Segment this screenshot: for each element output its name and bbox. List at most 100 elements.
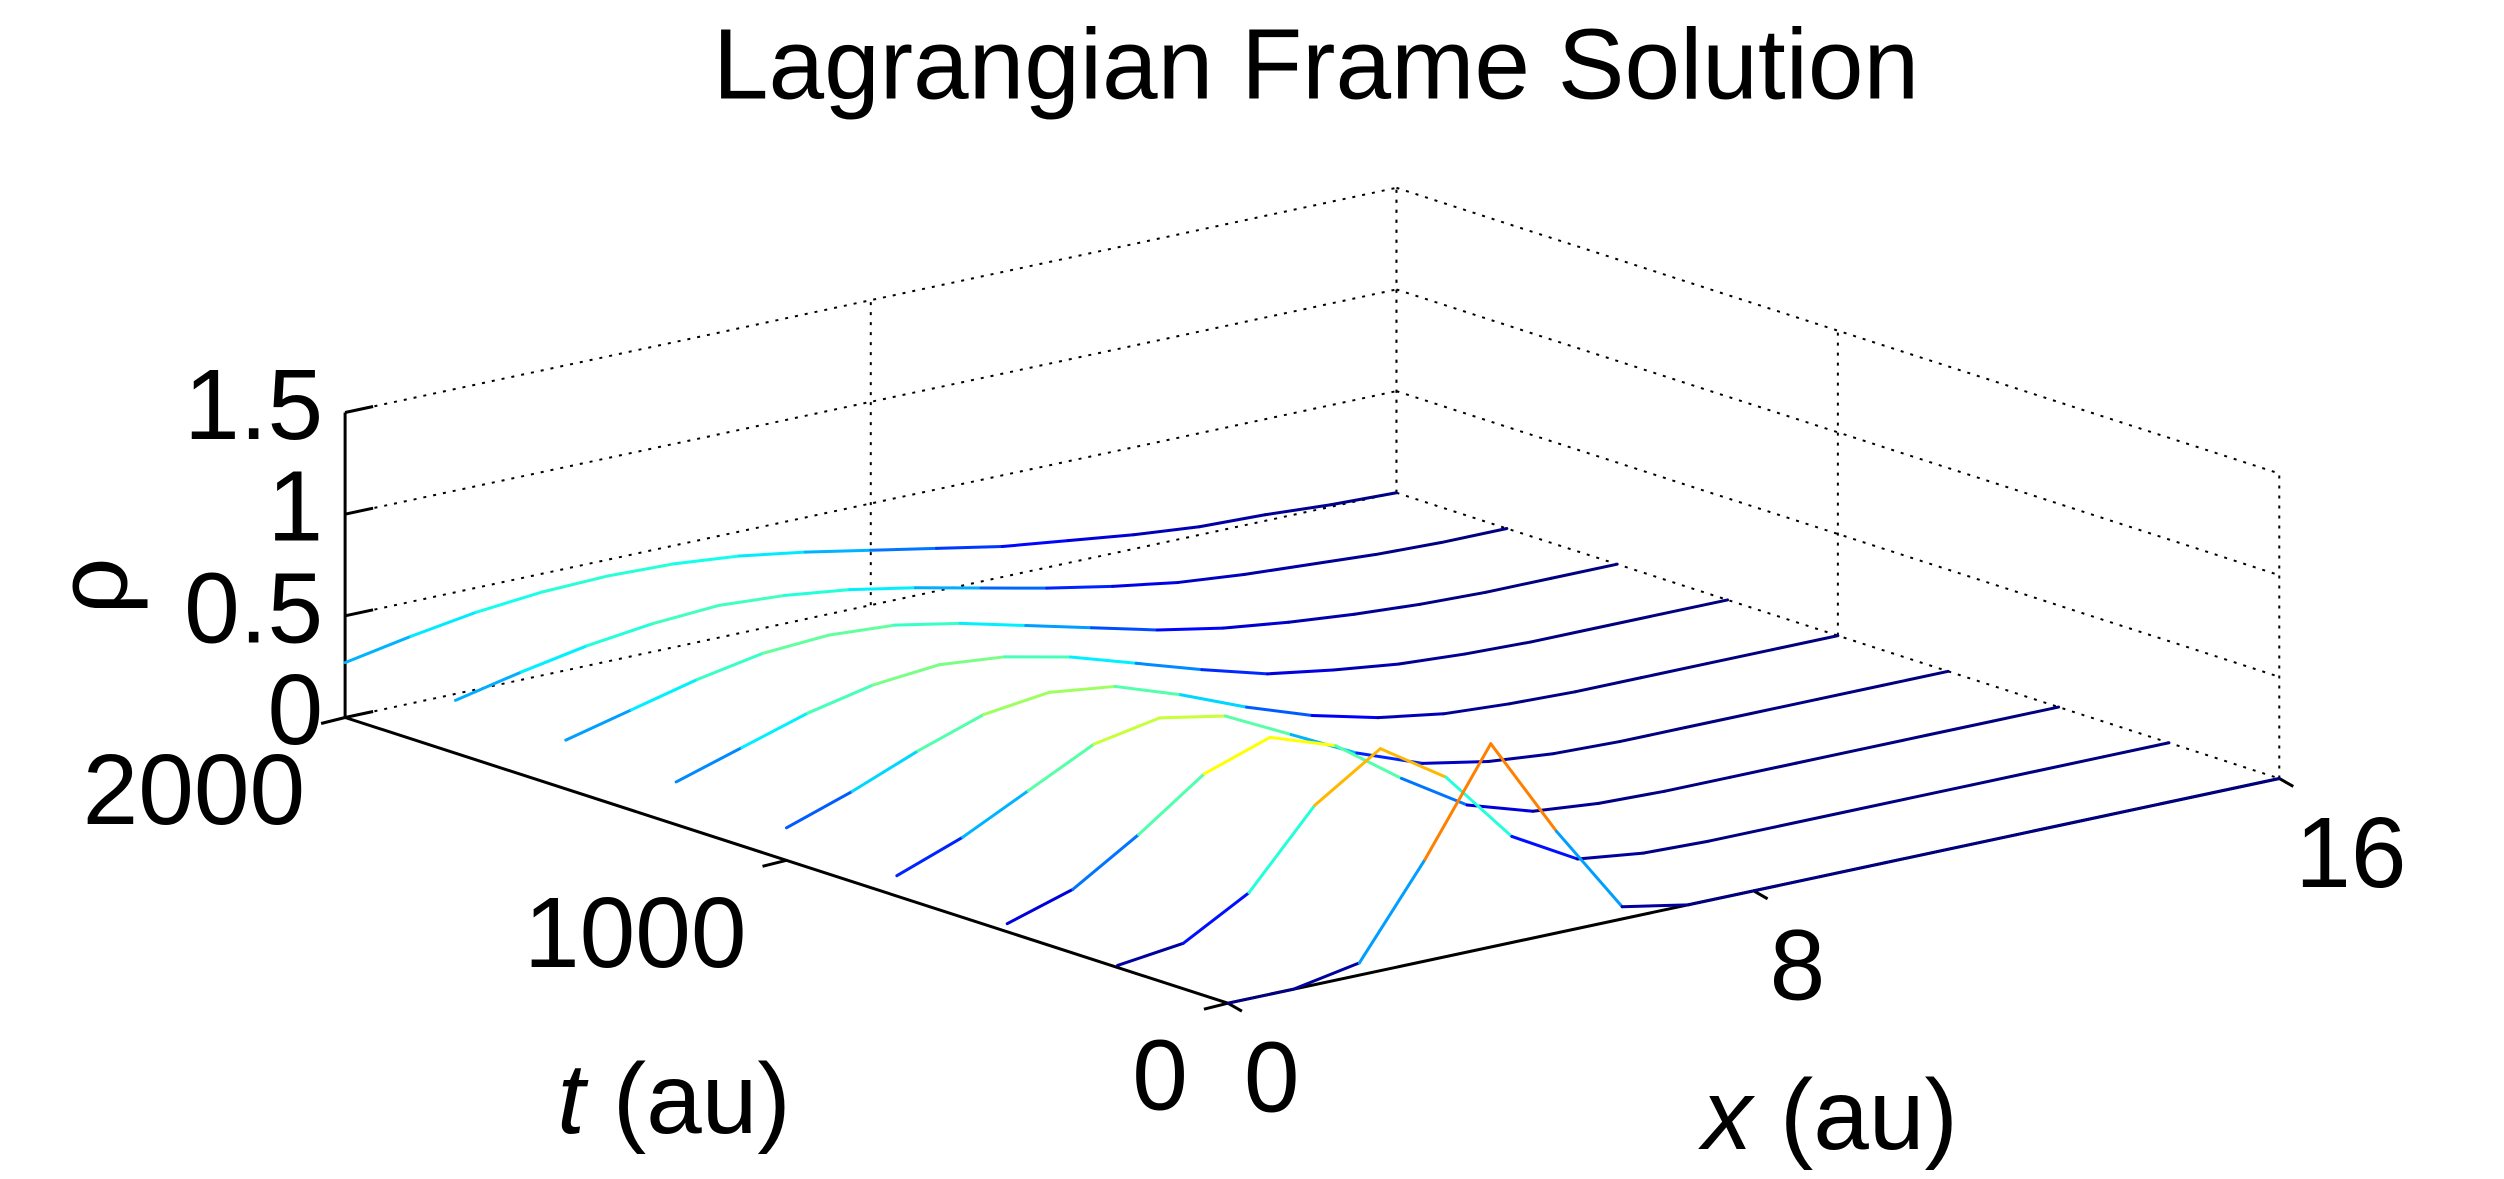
curve-segment: [1770, 634, 1840, 652]
curve-segment: [892, 621, 962, 627]
curve-segment: [850, 749, 920, 793]
curve-segment: [1397, 652, 1467, 666]
curve-segment: [1373, 541, 1443, 557]
curve-segment: [1925, 719, 1995, 737]
curve-segment: [1704, 648, 1774, 666]
curve-segment: [1399, 776, 1469, 807]
curve-segment: [564, 708, 634, 742]
axis-unit: (au): [1780, 1059, 1958, 1171]
curve-segment: [1266, 668, 1335, 676]
curve-segment: [1662, 775, 1732, 793]
curve-segment: [869, 546, 938, 552]
curve-segment: [453, 670, 523, 702]
curve-segment: [1132, 525, 1201, 537]
curve-segment: [1292, 961, 1361, 991]
curve-segment: [961, 789, 1030, 839]
curve-segment: [785, 789, 854, 830]
z-tick: [344, 710, 374, 719]
curve-segment: [737, 550, 807, 558]
z-tick-label: 1.5: [184, 349, 323, 461]
curve-segment: [1223, 714, 1293, 737]
curve-segment: [1641, 839, 1711, 855]
curve-segment: [1507, 690, 1577, 706]
curve-segment: [1247, 803, 1317, 895]
z-tick: [344, 608, 374, 618]
curve-segment: [1045, 584, 1115, 590]
curve-segment: [1486, 752, 1556, 764]
curve-segment: [1071, 833, 1141, 891]
curve-segment: [1597, 789, 1666, 805]
curve-segment: [630, 678, 699, 712]
curve-segment: [1116, 941, 1185, 967]
curve-segment: [1242, 563, 1312, 577]
grid-line: [344, 186, 1397, 414]
curve-segment: [1618, 726, 1687, 744]
curve-segment: [1111, 580, 1180, 588]
curve-segment: [1817, 861, 1887, 879]
curve-segment: [1859, 733, 1929, 751]
curve-segment: [803, 548, 873, 554]
curve-segment: [1421, 760, 1490, 765]
curve-segment: [740, 711, 810, 750]
axis-symbol: x: [1698, 1059, 1755, 1171]
curve-segment: [1202, 735, 1272, 776]
curve-segment: [1089, 626, 1159, 632]
curve-segment: [1549, 562, 1619, 580]
curve-segment: [1728, 761, 1798, 779]
z-tick-label: 0.5: [184, 552, 323, 664]
curve-segment: [519, 644, 589, 674]
curve-segment: [1531, 801, 1601, 813]
curve-segment: [1200, 668, 1270, 676]
curve-segment: [1707, 825, 1777, 843]
curve-segment: [1310, 713, 1380, 720]
x-tick: [1752, 889, 1769, 901]
curve-segment: [1378, 747, 1448, 779]
curve-segment: [1660, 598, 1730, 616]
x-tick-label: 8: [1770, 909, 1826, 1021]
t-tick: [762, 858, 787, 868]
grid-line: [1396, 186, 2280, 475]
curve-segment: [1686, 889, 1756, 907]
curve-segment: [1639, 662, 1708, 680]
curve-segment: [1554, 829, 1624, 909]
curve-segment: [1752, 875, 1821, 893]
curve-segment: [782, 588, 852, 598]
curve-segment: [958, 621, 1028, 628]
curve-segment: [1005, 887, 1075, 926]
curve-segment: [1334, 744, 1403, 780]
curve-segment: [1329, 491, 1398, 507]
curve-segment: [937, 655, 1007, 667]
t-tick-label: 2000: [83, 734, 305, 846]
curve-segment: [1484, 576, 1553, 594]
curve-segment: [1047, 684, 1117, 694]
curve-segment: [1510, 834, 1580, 861]
curve-segment: [1423, 742, 1493, 861]
curve-segment: [674, 746, 744, 784]
curve-segment: [1158, 714, 1227, 720]
curve-segment: [1463, 640, 1532, 656]
curve-segment: [716, 594, 786, 608]
z-tick-label: 0: [267, 654, 323, 766]
curve-segment: [827, 623, 896, 637]
curve-segment: [1883, 847, 1953, 865]
curve-segment: [1026, 742, 1096, 793]
curve-segment: [1794, 747, 1863, 765]
curve-segment: [1418, 590, 1488, 606]
curve-segment: [1838, 797, 1908, 815]
chart-title: Lagrangian Frame Solution: [713, 8, 1919, 120]
curve-segment: [1179, 693, 1248, 709]
curve-segment: [1904, 783, 1974, 801]
x-tick: [1227, 1001, 1243, 1013]
curve-segment: [1068, 655, 1138, 665]
t-tick-label: 1000: [524, 877, 746, 989]
curve-segment: [1528, 626, 1598, 644]
curve-segment: [651, 604, 720, 626]
curve-segment: [475, 590, 544, 614]
curve-segment: [1176, 573, 1246, 584]
curve-segment: [871, 663, 941, 687]
curve-segment: [1442, 702, 1511, 716]
t-tick: [1203, 1001, 1229, 1011]
curve-segment: [540, 574, 610, 594]
curve-segment: [934, 545, 1004, 550]
